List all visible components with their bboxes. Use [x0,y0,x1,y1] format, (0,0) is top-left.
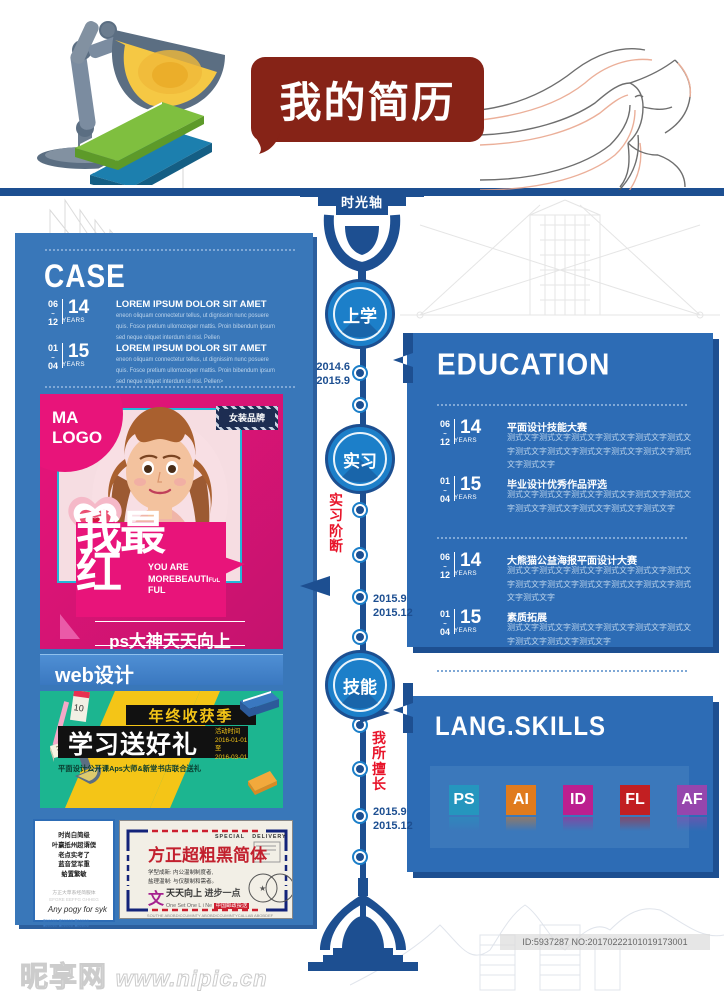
svg-text:★: ★ [259,884,266,893]
svg-text:10: 10 [73,702,84,713]
